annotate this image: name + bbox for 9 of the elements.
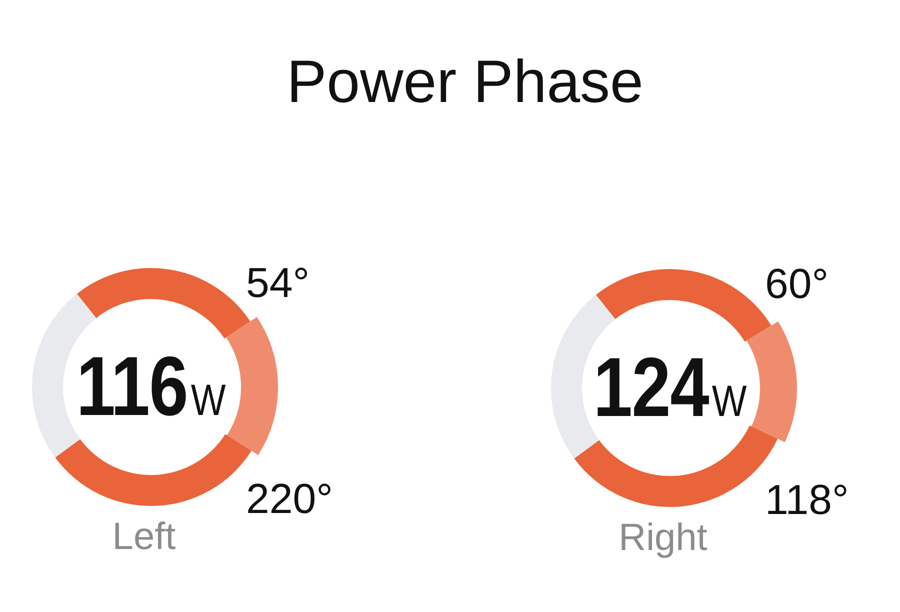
text: 54° (246, 259, 310, 306)
text: Right (618, 516, 708, 559)
text: Left (112, 516, 176, 558)
text: Power Phase (286, 48, 644, 116)
text: 220° (246, 475, 333, 522)
text: 118° (765, 476, 849, 524)
text: 124W (593, 340, 747, 434)
text: 116W (76, 338, 226, 433)
text: 60° (765, 260, 829, 308)
